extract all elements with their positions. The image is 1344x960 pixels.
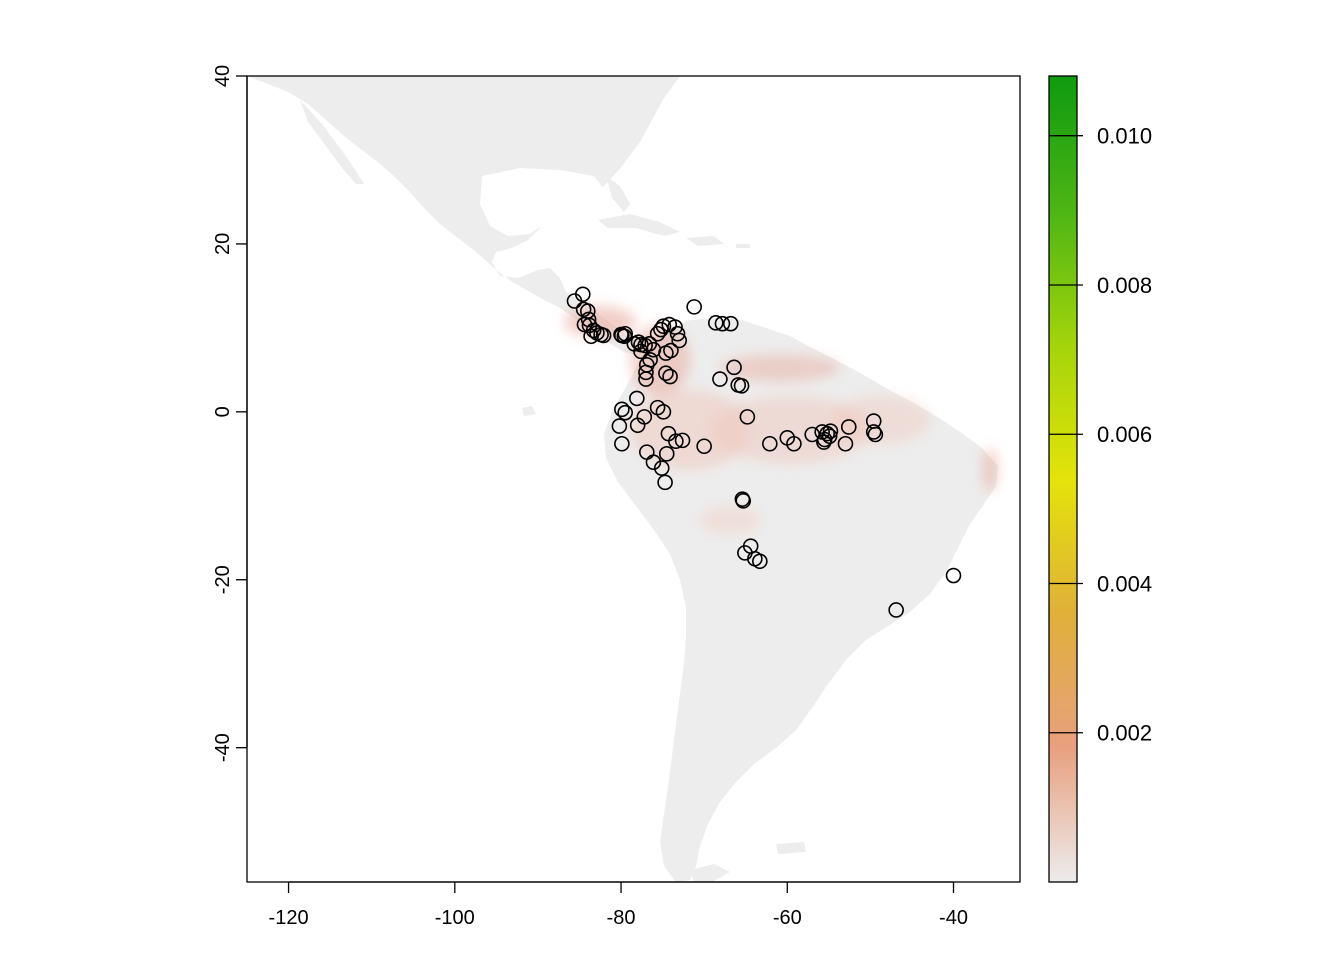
colorbar-tick-label: 0.010 (1097, 124, 1152, 149)
cuba (598, 214, 680, 236)
occurrence-point (707, 315, 724, 331)
occurrence-point (636, 409, 653, 425)
occurrence-point (819, 425, 835, 442)
halo-bolivia (700, 506, 760, 534)
colorbar-tick-label: 0.002 (1097, 721, 1152, 746)
occurrence-point (653, 460, 670, 476)
occurrence-point (722, 315, 739, 332)
occurrence-point (638, 371, 654, 387)
occurrence-point (655, 318, 672, 334)
occurrence-point (786, 435, 802, 452)
colorbar-tick-label: 0.008 (1097, 273, 1152, 298)
occurrence-point (669, 325, 686, 342)
occurrence-point (840, 419, 857, 435)
occurrence-point (662, 368, 678, 385)
x-tick-label: -40 (939, 907, 968, 929)
puerto-rico (736, 244, 750, 248)
y-tick-label: 40 (212, 65, 234, 87)
y-tick-label: 20 (212, 233, 234, 255)
gulf-of-mexico (480, 168, 606, 236)
y-axis: -40 -20 0 20 40 (212, 65, 248, 762)
occurrence-points (566, 286, 962, 618)
halo-brazil-coast (982, 448, 998, 492)
occurrence-point (574, 286, 591, 303)
occurrence-point (595, 327, 612, 344)
occurrence-point (657, 474, 673, 491)
occurrence-point (739, 409, 756, 425)
occurrence-point (945, 567, 962, 584)
occurrence-point (686, 299, 702, 315)
occurrence-point (712, 371, 728, 387)
occurrence-point (714, 315, 731, 332)
occurrence-point (837, 435, 854, 452)
occurrence-point (658, 365, 674, 382)
colorbar-tick-label: 0.006 (1097, 422, 1152, 447)
y-tick-label: -40 (212, 733, 234, 762)
occurrence-point (668, 433, 684, 450)
occurrence-point (658, 345, 674, 361)
suitability-raster (247, 76, 1020, 882)
occurrence-point (733, 378, 750, 394)
occurrence-point (696, 438, 712, 455)
occurrence-point (645, 454, 662, 471)
occurrence-point (865, 424, 882, 440)
occurrence-point (762, 435, 778, 452)
x-tick-label: -120 (269, 907, 309, 929)
occurrence-point (752, 553, 768, 570)
occurrence-point (611, 418, 628, 434)
colorbar-gradient (1048, 75, 1078, 883)
occurrence-point (888, 602, 904, 618)
occurrence-point (821, 428, 838, 444)
occurrence-point (633, 343, 649, 360)
occurrence-point (617, 325, 633, 342)
galapagos (522, 406, 536, 416)
north-america-land (247, 76, 680, 356)
halo-amazon-central (710, 396, 870, 464)
x-axis: -120 -100 -80 -60 -40 (269, 881, 968, 929)
baja-peninsula (300, 100, 364, 184)
halo-guiana (720, 354, 840, 382)
occurrence-point (642, 351, 658, 368)
occurrence-point (614, 435, 630, 452)
occurrence-point (867, 426, 884, 443)
florida-peninsula (606, 176, 630, 212)
x-tick-label: -60 (773, 907, 802, 929)
x-tick-label: -80 (607, 907, 636, 929)
occurrence-point (735, 493, 752, 509)
y-tick-label: -20 (212, 565, 234, 594)
tierra-del-fuego (690, 864, 730, 882)
occurrence-point (658, 446, 675, 462)
colorbar-legend: 0.002 0.004 0.006 0.008 0.010 (1048, 75, 1152, 883)
colorbar-tick-label: 0.004 (1097, 571, 1152, 596)
occurrence-point (674, 432, 691, 449)
occurrence-point (617, 404, 633, 421)
occurrence-point (614, 401, 630, 418)
y-tick-label: 0 (212, 406, 234, 417)
occurrence-point (822, 423, 839, 439)
colorbar-ticks: 0.002 0.004 0.006 0.008 0.010 (1049, 124, 1152, 746)
occurrence-point (726, 359, 742, 376)
hispaniola (686, 236, 724, 246)
occurrence-point (671, 332, 688, 349)
x-tick-label: -100 (435, 907, 475, 929)
falklands (776, 842, 806, 854)
occurrence-point (655, 404, 672, 420)
occurrence-point (629, 390, 645, 407)
